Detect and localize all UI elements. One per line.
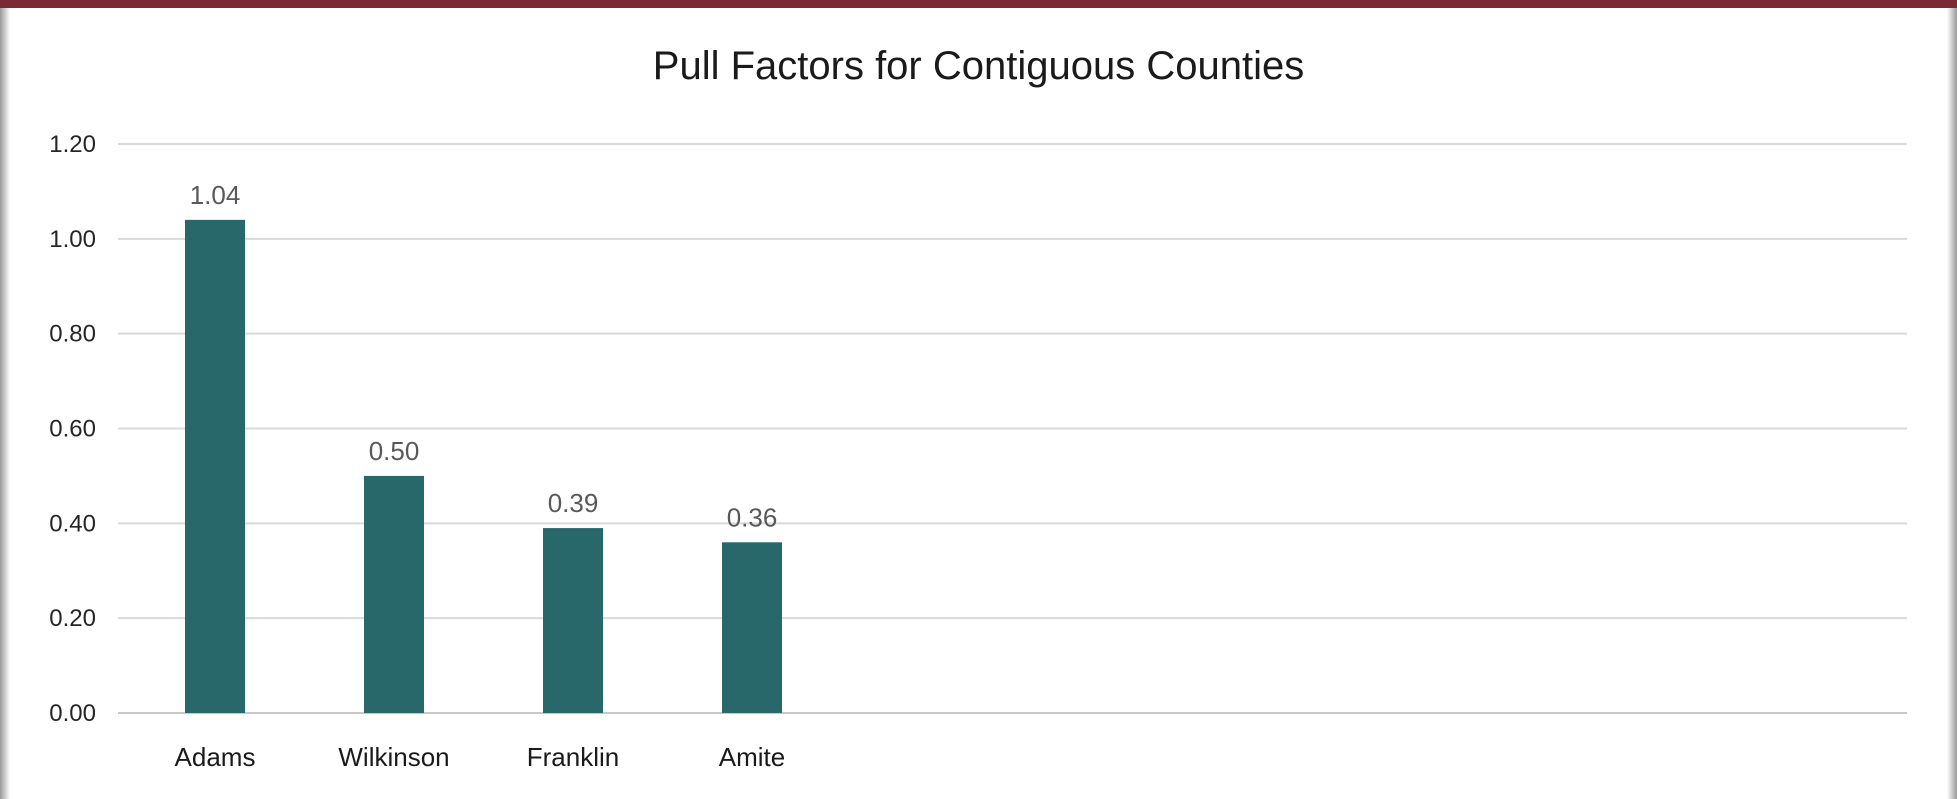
x-category-label: Amite	[719, 742, 785, 772]
frame-right-shadow	[1947, 8, 1957, 799]
data-label: 0.39	[548, 488, 599, 518]
bar	[543, 528, 603, 713]
y-tick-label: 1.00	[49, 226, 96, 253]
data-label: 0.50	[369, 436, 420, 466]
chart-title: Pull Factors for Contiguous Counties	[652, 44, 1305, 88]
bar	[722, 542, 782, 713]
data-label: 0.36	[727, 502, 778, 532]
frame-top-border	[0, 0, 1957, 8]
y-tick-label: 0.60	[49, 416, 96, 443]
x-category-label: Adams	[175, 742, 256, 772]
y-tick-label: 0.20	[49, 605, 96, 632]
bar	[185, 219, 245, 713]
y-tick-label: 0.00	[49, 700, 96, 727]
frame-left-shadow	[0, 8, 10, 799]
y-tick-label: 1.20	[49, 131, 96, 158]
y-tick-label: 0.80	[49, 321, 96, 348]
bar	[364, 475, 424, 713]
y-tick-label: 0.40	[49, 510, 96, 537]
x-category-label: Franklin	[527, 742, 619, 772]
x-category-label: Wilkinson	[338, 742, 449, 772]
data-label: 1.04	[190, 180, 241, 210]
